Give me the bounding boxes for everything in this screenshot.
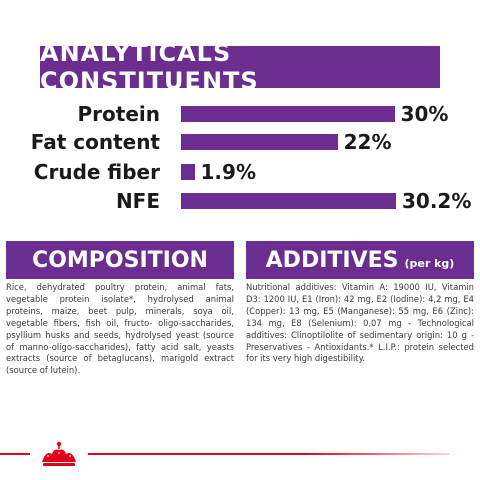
constituent-value: 30%	[400, 102, 449, 126]
constituent-value: 1.9%	[200, 160, 256, 184]
analytical-constituents-title: ANALYTICALS CONSTITUENTS	[40, 39, 440, 95]
constituent-label: Fat content	[30, 130, 160, 154]
additives-heading-text: ADDITIVES	[265, 247, 399, 273]
constituent-bar	[181, 106, 395, 122]
constituent-label: Protein	[77, 102, 160, 126]
constituent-row-crude-fiber: Crude fiber 1.9%	[0, 159, 480, 185]
constituent-value: 22%	[343, 130, 392, 154]
constituent-value: 30.2%	[402, 189, 472, 213]
footer-divider-left	[0, 453, 30, 455]
constituent-label: NFE	[115, 189, 160, 213]
constituent-bar	[181, 134, 338, 150]
additives-heading: ADDITIVES (per kg)	[246, 241, 474, 279]
additives-subheading: (per kg)	[404, 256, 455, 270]
royal-canin-crown-logo-icon	[42, 441, 76, 466]
additives-text: Nutritional additives: Vitamin A: 19000 …	[246, 282, 474, 364]
composition-heading: COMPOSITION	[6, 241, 234, 279]
composition-heading-text: COMPOSITION	[32, 247, 208, 273]
constituent-row-nfe: NFE 30.2%	[0, 188, 480, 214]
constituent-row-protein: Protein 30%	[0, 101, 480, 127]
constituent-label: Crude fiber	[33, 160, 160, 184]
constituent-bar	[181, 164, 195, 180]
footer-divider-right	[88, 453, 450, 455]
constituent-bar	[181, 193, 396, 209]
constituent-row-fat-content: Fat content 22%	[0, 129, 480, 155]
composition-text: Rice, dehydrated poultry protein, animal…	[6, 282, 234, 376]
